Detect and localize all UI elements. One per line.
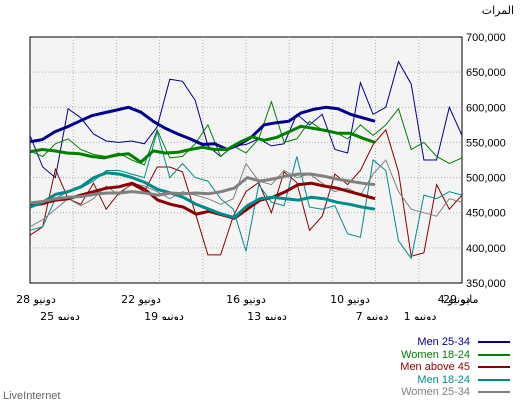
legend-label: Men 18-24	[417, 373, 470, 386]
x-tick-label: 29 مايو	[443, 293, 479, 306]
legend-item: Men 18-24	[400, 374, 510, 387]
legend-item: Women 25-34	[400, 386, 510, 399]
legend-item: Men 25-34	[400, 336, 510, 349]
legend-label: Men 25-34	[417, 336, 470, 349]
trend-line-men-18-24	[29, 171, 376, 220]
y-tick-label: 650,000	[466, 67, 506, 79]
series-line-women-18-24	[29, 100, 463, 166]
legend-item: Women 18-24	[400, 349, 510, 362]
legend-swatch	[478, 366, 510, 369]
x-tick-label: 1 دونيو	[404, 310, 437, 320]
legend-swatch	[478, 391, 510, 394]
y-tick-label: 550,000	[466, 137, 506, 149]
x-tick-label: 13 دونيو	[247, 310, 287, 320]
series-line-men-25-34	[29, 60, 463, 179]
series-line-men-above-45	[29, 128, 463, 257]
y-tick-label: 500,000	[466, 173, 506, 185]
y-tick-label: 450,000	[466, 208, 506, 220]
x-tick-label: 19 دونيو	[144, 310, 184, 320]
legend-swatch	[478, 378, 510, 381]
y-tick-label: 350,000	[466, 278, 506, 290]
x-tick-label: 4 دونيو	[438, 293, 471, 306]
y-axis-ticks: 700,000 650,000 600,000 550,000 500,000 450,0…	[466, 32, 506, 290]
x-tick-label: 7 دونيو	[356, 310, 389, 320]
x-tick-label: 28 دونيو	[16, 293, 56, 306]
x-tick-label: 10 دونيو	[330, 293, 370, 306]
legend-swatch	[478, 353, 510, 356]
x-tick-label: 25 دونيو	[40, 310, 80, 320]
legend-item: Men above 45	[400, 361, 510, 374]
trend-line-women-25-34	[29, 172, 376, 205]
y-tick-label: 600,000	[466, 102, 506, 114]
legend-label: Men above 45	[400, 361, 470, 374]
y-axis-label: المرات	[481, 4, 514, 17]
x-tick-label: 22 دونيو	[121, 293, 161, 306]
legend-swatch	[478, 341, 510, 344]
trend-line-men-above-45	[29, 181, 376, 220]
legend: Men 25-34 Women 18-24 Men above 45 Men 18-2…	[400, 336, 510, 399]
y-tick-label: 400,000	[466, 243, 506, 255]
y-tick-label: 700,000	[466, 32, 506, 44]
legend-label: Women 25-34	[401, 386, 470, 399]
trend-line-women-18-24	[29, 124, 376, 164]
line-chart: 700,000 650,000 600,000 550,000 500,000 450,0…	[16, 32, 506, 320]
trend-line-men-25-34	[29, 105, 376, 151]
grid-lines	[30, 37, 462, 283]
x-tick-label: 16 دونيو	[226, 293, 266, 306]
trend-series-lines	[29, 105, 376, 220]
x-axis-ticks: 28 دونيو 22 دونيو 16 دونيو 10 دونيو 4 دونيو2…	[16, 293, 478, 320]
brand-label: LiveInternet	[3, 390, 61, 402]
legend-label: Women 18-24	[401, 348, 470, 361]
